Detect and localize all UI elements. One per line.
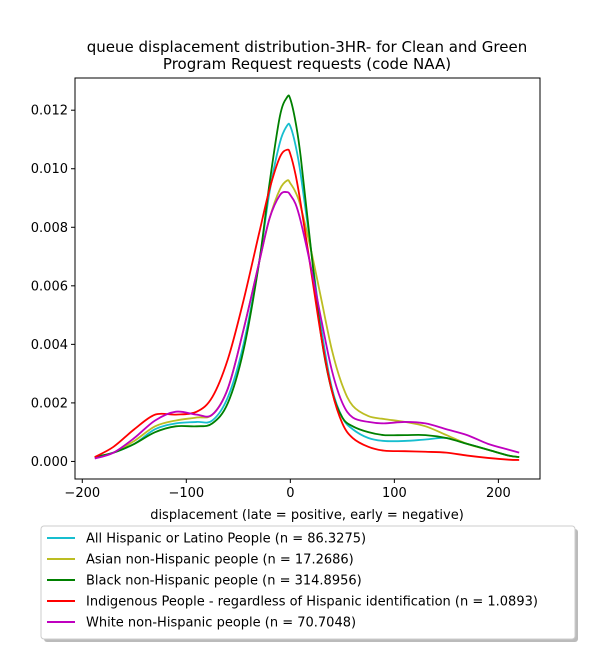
legend-label-3: Black non-Hispanic people (n = 314.8956) xyxy=(86,574,362,589)
series-line-5 xyxy=(94,191,520,460)
series-line-4 xyxy=(94,148,520,461)
legend-box xyxy=(40,525,576,640)
y-tick-label: 0.010 xyxy=(31,162,68,177)
plot-frame xyxy=(74,77,541,480)
x-tick-label: 0 xyxy=(286,486,294,501)
x-tick-label: 100 xyxy=(382,486,407,501)
y-tick-label: 0.004 xyxy=(31,338,68,353)
chart-title-line-2: Program Request requests (code NAA) xyxy=(163,55,451,73)
legend-label-5: White non-Hispanic people (n = 70.7048) xyxy=(86,616,356,631)
x-tick-label: −100 xyxy=(168,486,204,501)
y-tick-label: 0.008 xyxy=(31,221,68,236)
y-tick-label: 0.002 xyxy=(31,396,68,411)
legend-label-4: Indigenous People - regardless of Hispan… xyxy=(86,595,538,610)
chart-title-line-1: queue displacement distribution-3HR- for… xyxy=(87,38,527,56)
legend-label-1: All Hispanic or Latino People (n = 86.32… xyxy=(86,532,366,547)
y-tick-label: 0.006 xyxy=(31,279,68,294)
x-tick-label: 200 xyxy=(486,486,511,501)
plot-area: −200 −100 0 100 200 0.000 0.002 0.004 0.006 0.008… xyxy=(31,77,541,501)
series-line-1 xyxy=(94,122,520,459)
x-tick-label: −200 xyxy=(64,486,100,501)
series-line-2 xyxy=(94,179,520,458)
legend: All Hispanic or Latino People (n = 86.32… xyxy=(40,525,578,642)
y-tick-label: 0.000 xyxy=(31,455,68,470)
y-tick-label: 0.012 xyxy=(31,104,68,119)
x-axis-label: displacement (late = positive, early = n… xyxy=(150,508,464,523)
legend-label-2: Asian non-Hispanic people (n = 17.2686) xyxy=(86,553,354,568)
series-line-3 xyxy=(94,94,520,458)
